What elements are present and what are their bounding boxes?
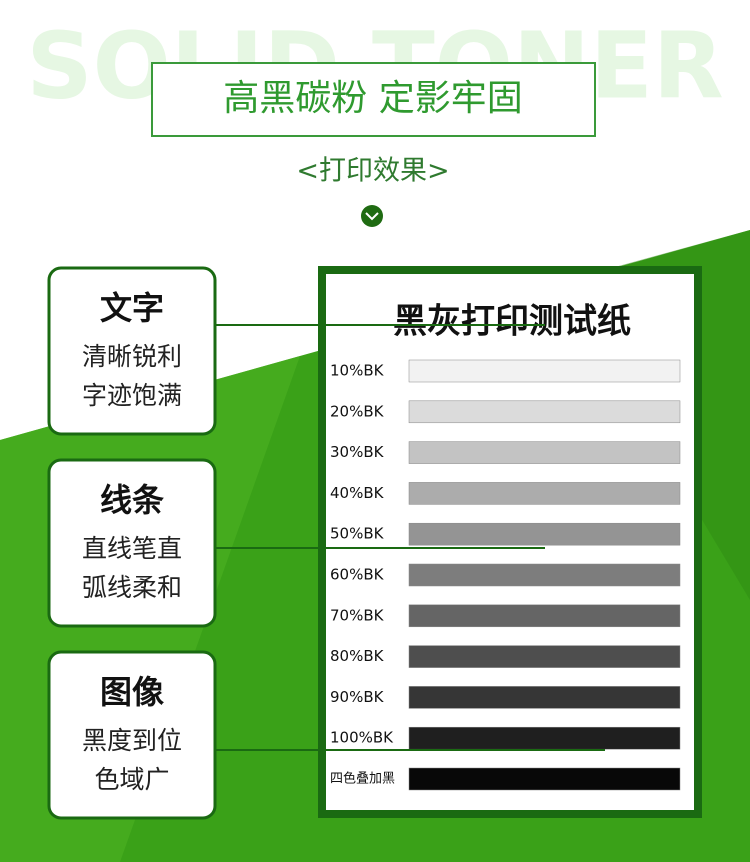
feature-box xyxy=(47,458,217,628)
row-label: 30%BK xyxy=(330,443,385,461)
rows: 10%BK 20%BK 30%BK 40%BK 50%BK 60%BK 70%BK 80%BK… xyxy=(330,359,681,791)
title-box xyxy=(151,62,596,137)
feature-title: 线条 xyxy=(100,481,164,519)
gray-bar xyxy=(408,563,681,587)
row-label: 80%BK xyxy=(330,647,385,665)
sheet-title: 黑灰打印测试纸 xyxy=(393,302,631,342)
row-label: 40%BK xyxy=(330,484,385,502)
feature-title: 图像 xyxy=(100,673,164,711)
feature-line: 清晰锐利 xyxy=(82,342,182,371)
feature-box xyxy=(47,650,217,820)
gray-bar xyxy=(408,441,681,464)
row-label: 10%BK xyxy=(330,362,385,380)
subtitle: <打印效果> xyxy=(296,156,449,187)
row-label: 60%BK xyxy=(330,566,385,584)
gray-bar xyxy=(408,400,681,424)
gray-bar xyxy=(408,726,681,750)
gray-bar xyxy=(408,359,681,383)
feature-box xyxy=(47,266,217,436)
gray-bar xyxy=(408,645,681,668)
gray-bar xyxy=(408,604,681,628)
feature-line: 字迹饱满 xyxy=(82,381,182,410)
feature-title: 文字 xyxy=(100,289,164,327)
chevron xyxy=(365,212,379,221)
feature-line: 黑度到位 xyxy=(82,726,182,755)
title: 高黑碳粉 定影牢固 xyxy=(223,78,522,119)
chevron-circle xyxy=(361,205,383,227)
row-label: 70%BK xyxy=(330,606,385,624)
gray-bar xyxy=(408,767,681,791)
row-label: 100%BK xyxy=(330,729,394,747)
feature-line: 直线笔直 xyxy=(82,534,182,563)
row-label: 20%BK xyxy=(330,402,385,420)
feature-line: 弧线柔和 xyxy=(82,573,182,602)
gray-bar xyxy=(408,482,681,505)
row-label: 50%BK xyxy=(330,525,385,543)
gray-bar xyxy=(408,686,681,709)
gray-bar xyxy=(408,522,681,546)
row-label: 90%BK xyxy=(330,688,385,706)
row-label: 四色叠加黑 xyxy=(330,771,395,787)
feature-line: 色域广 xyxy=(94,765,169,794)
